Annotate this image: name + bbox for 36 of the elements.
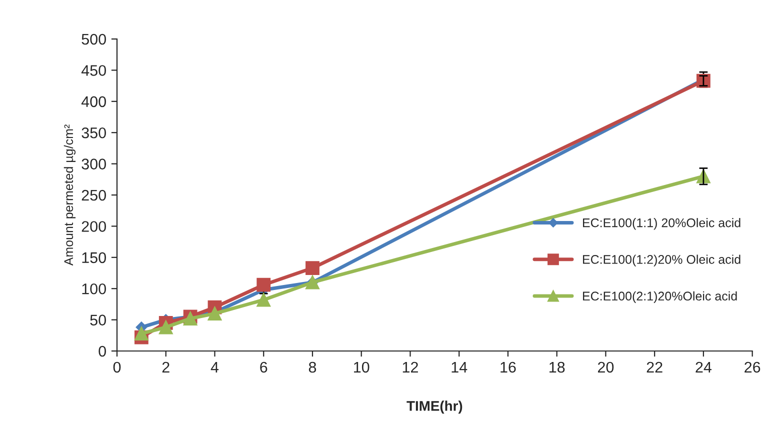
- y-tick-label: 250: [82, 190, 106, 201]
- y-tick-label: 450: [81, 65, 106, 76]
- legend-label: EC:E100(1:2)20% Oleic acid: [583, 254, 740, 266]
- point: [134, 326, 148, 340]
- y-tick-label: 500: [82, 34, 106, 45]
- x-tick-label: 0: [113, 362, 121, 373]
- x-tick-label: 4: [210, 362, 219, 372]
- x-tick-label: 10: [354, 362, 370, 373]
- point: [256, 292, 271, 307]
- x-tick-label: 14: [452, 362, 468, 372]
- y-tick-label: 200: [82, 221, 106, 232]
- x-tick-label: 8: [308, 362, 316, 373]
- legend-label: EC:E100(2:1)20%Oleic acid: [583, 291, 737, 303]
- point: [158, 320, 173, 334]
- y-tick-label: 0: [98, 346, 106, 357]
- x-tick-label: 12: [402, 362, 418, 372]
- y-axis-title: Amount permeted µg/cm²: [64, 124, 76, 266]
- y-tick-label: 50: [90, 314, 106, 326]
- x-tick-label: 22: [646, 362, 662, 372]
- x-tick-label: 20: [598, 362, 614, 373]
- y-tick-label: 350: [82, 127, 106, 138]
- point: [256, 278, 271, 292]
- x-axis-title: TIME(hr): [406, 400, 462, 414]
- point: [208, 306, 222, 321]
- x-tick-label: 24: [696, 362, 712, 372]
- x-tick-label: 18: [550, 362, 565, 373]
- y-tick-label: 400: [81, 96, 106, 108]
- y-tick-label: 100: [82, 283, 106, 294]
- point: [306, 261, 320, 275]
- y-tick-label: 300: [82, 158, 106, 170]
- x-tick-label: 26: [744, 362, 760, 373]
- x-tick-label: 6: [260, 362, 268, 373]
- x-tick-label: 16: [500, 362, 516, 373]
- y-tick-label: 150: [82, 252, 106, 264]
- x-tick-label: 2: [162, 362, 170, 372]
- legend-label: EC:E100(1:1) 20%Oleic acid: [583, 218, 740, 230]
